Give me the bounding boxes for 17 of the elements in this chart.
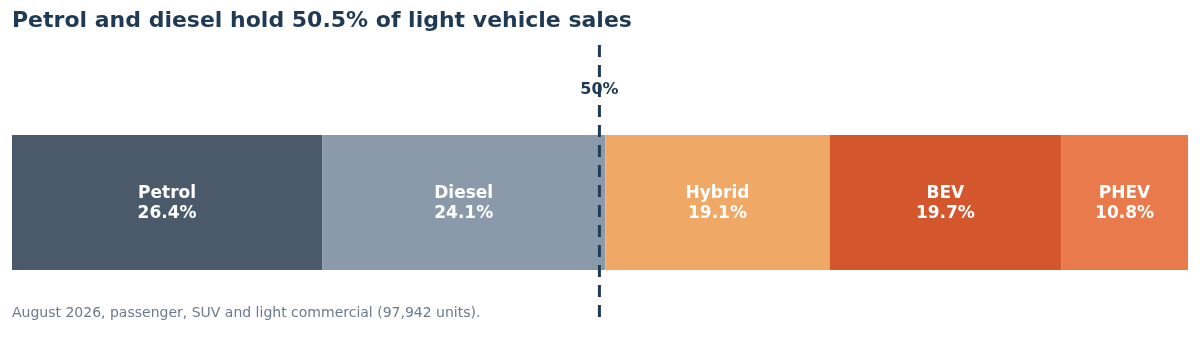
data-label: 26.4% xyxy=(137,201,197,222)
series-label: Diesel xyxy=(434,181,494,202)
series-label: Petrol xyxy=(138,181,197,202)
series-label: Hybrid xyxy=(685,181,750,202)
data-label: 19.7% xyxy=(915,201,975,222)
bar xyxy=(1061,135,1188,270)
bar xyxy=(605,135,830,270)
bar xyxy=(12,135,323,270)
bar xyxy=(322,135,606,270)
bar xyxy=(829,135,1062,270)
text: August 2026, passenger, SUV and light commercial (97,942 units). xyxy=(12,304,481,320)
series-label: BEV xyxy=(926,181,966,202)
data-label: 24.1% xyxy=(434,201,494,222)
chart-title: Petrol and diesel hold 50.5% of light vehicle sales xyxy=(12,6,632,32)
data-label: 19.1% xyxy=(687,201,747,222)
series-label: PHEV xyxy=(1098,181,1152,202)
data-label: 10.8% xyxy=(1095,201,1155,222)
